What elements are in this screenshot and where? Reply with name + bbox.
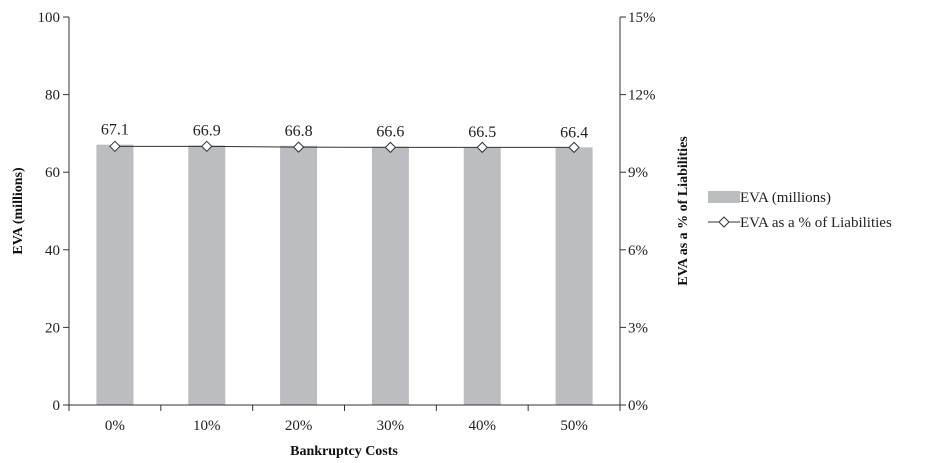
legend-entry-bar: EVA (millions) — [740, 190, 831, 206]
x-tick-label-2: 20% — [285, 418, 313, 434]
bar-value-label-4: 66.5 — [468, 124, 496, 141]
bar-group — [96, 144, 593, 406]
legend: EVA (millions) EVA as a % of Liabilities — [708, 190, 892, 231]
y2-tick-label-3: 9% — [628, 165, 648, 181]
y-tick-label-0: 0 — [53, 398, 61, 414]
bar-value-label-0: 67.1 — [101, 122, 129, 139]
x-tick-label-4: 40% — [469, 418, 497, 434]
line-series-group — [109, 140, 580, 154]
y-tick-label-5: 100 — [38, 10, 61, 26]
x-tick-label-5: 50% — [560, 418, 588, 434]
bar-value-label-5: 66.4 — [560, 124, 588, 141]
y-tick-label-3: 60 — [45, 165, 60, 181]
y-tick-label-4: 80 — [45, 88, 60, 104]
y2-tick-label-4: 12% — [628, 88, 656, 104]
line-point-3 — [384, 141, 397, 154]
bar-value-label-3: 66.6 — [376, 124, 404, 141]
legend-entry-line: EVA as a % of Liabilities — [740, 215, 892, 231]
y-axis-title: EVA (millions) — [11, 167, 26, 255]
y2-tick-label-0: 0% — [628, 398, 648, 414]
legend-swatch-bar — [708, 191, 740, 203]
line-series — [114, 145, 575, 148]
bar-value-label-2: 66.8 — [285, 123, 313, 140]
bar-5 — [555, 147, 593, 406]
line-point-1 — [201, 140, 213, 153]
axes: 0 20 40 60 80 100 0% 3% 6% 9% 12% 15% 0% 10% 20% 30% 40%… — [38, 10, 656, 434]
y2-tick-label-5: 15% — [628, 10, 656, 26]
line-point-4 — [476, 141, 488, 154]
y2-axis-title: EVA as a % of Liabilities — [676, 136, 691, 286]
x-tick-label-3: 30% — [377, 418, 405, 434]
y-tick-label-1: 20 — [45, 320, 60, 336]
data-label-group: 67.1 66.9 66.8 66.6 66.5 66.4 — [101, 122, 588, 142]
y2-tick-label-1: 3% — [628, 320, 648, 336]
bar-2 — [280, 145, 318, 406]
x-tick-label-0: 0% — [105, 418, 125, 434]
line-point-2 — [292, 141, 305, 153]
bar-0 — [96, 144, 134, 406]
y2-tick-label-2: 6% — [628, 243, 648, 259]
line-point-0 — [109, 140, 121, 153]
line-point-5 — [568, 141, 580, 154]
bar-3 — [371, 146, 409, 406]
y-tick-label-2: 40 — [45, 243, 60, 259]
bar-value-label-1: 66.9 — [193, 122, 221, 139]
x-tick-label-1: 10% — [193, 418, 221, 434]
legend-diamond-icon — [718, 216, 730, 228]
bar-1 — [188, 145, 226, 406]
x-axis-title: Bankruptcy Costs — [290, 444, 398, 459]
bar-4 — [463, 146, 501, 406]
